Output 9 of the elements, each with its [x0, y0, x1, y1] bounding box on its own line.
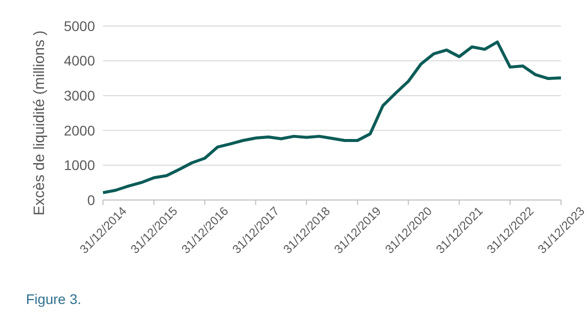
- y-tick-label: 3000: [64, 88, 96, 104]
- y-tick-label: 4000: [64, 52, 96, 69]
- line-series: [102, 40, 562, 194]
- caption: Figure 3.: [26, 291, 82, 307]
- y-axis-title: Excès de liquidité (millions ): [31, 30, 48, 216]
- y-tick-label: 5000: [64, 18, 96, 34]
- y-tick-label: 0: [87, 192, 96, 208]
- y-tick-label: 1000: [64, 157, 96, 174]
- y-tick-label: 2000: [64, 122, 96, 138]
